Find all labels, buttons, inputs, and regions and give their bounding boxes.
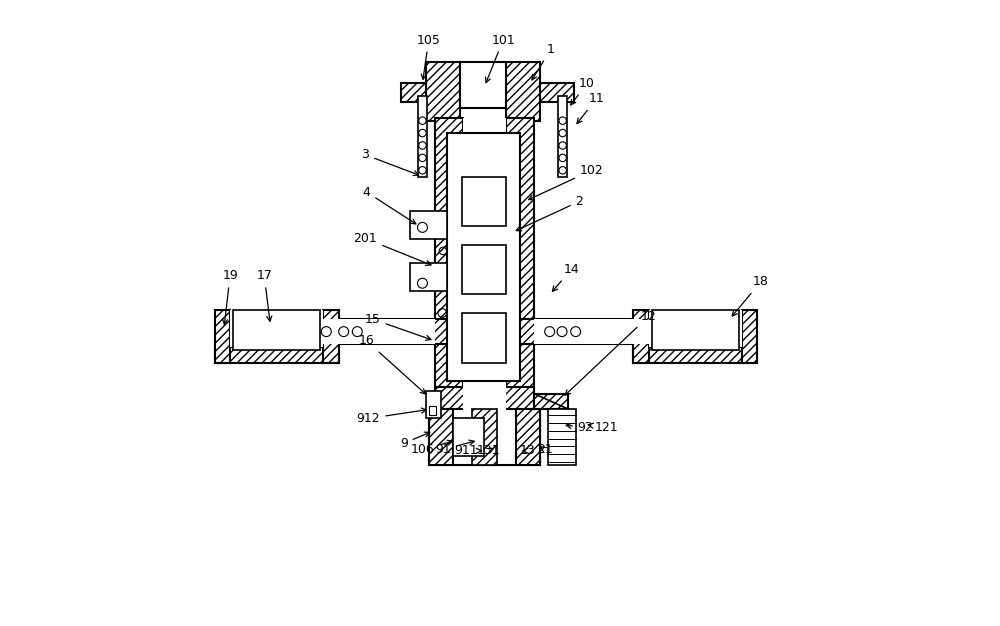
Bar [215,310,230,362]
Text: 201: 201 [353,232,431,265]
Text: 131: 131 [477,444,501,457]
Bar [418,96,427,177]
Text: 91: 91 [435,440,474,456]
Bar [215,347,339,362]
Text: 121: 121 [588,421,619,434]
Bar [453,418,484,456]
Bar [401,83,426,102]
Text: 21: 21 [537,443,553,456]
Bar [649,310,742,347]
Bar [472,409,497,465]
Bar [233,310,320,350]
Text: 911: 911 [454,444,481,457]
Bar [323,310,339,362]
Bar [462,177,506,226]
Text: 13: 13 [520,444,536,457]
Text: 106: 106 [411,440,453,456]
Text: 17: 17 [256,269,272,321]
Bar [429,409,453,465]
Bar [429,409,540,465]
Bar [462,313,506,362]
Text: 14: 14 [552,263,579,291]
Bar [426,391,441,418]
Bar [252,319,717,344]
Text: 11: 11 [577,93,604,123]
Bar [558,96,567,177]
Bar [447,133,520,381]
Bar [742,310,757,362]
Text: 16: 16 [359,334,426,394]
Text: 18: 18 [732,275,769,316]
Text: 15: 15 [365,313,431,341]
Bar [534,319,658,344]
Bar [463,387,506,413]
Text: 12: 12 [565,310,657,395]
Text: 19: 19 [222,269,238,324]
Bar [540,83,574,102]
Text: 10: 10 [571,77,595,105]
Bar [633,347,757,362]
Text: 9: 9 [400,432,430,450]
Text: 2: 2 [516,195,583,231]
Bar [516,409,540,465]
Bar [410,210,447,239]
Bar [460,62,506,108]
Text: 3: 3 [361,148,419,175]
Bar [548,409,576,465]
Bar [311,319,435,344]
Bar [230,310,323,347]
Bar [633,310,649,362]
Bar [435,387,534,413]
Bar [429,406,436,416]
Polygon shape [534,394,568,409]
Bar [410,264,447,291]
Text: 105: 105 [417,34,441,80]
Text: 1: 1 [532,43,555,80]
Text: 912: 912 [357,408,426,425]
Bar [463,118,506,394]
Text: 102: 102 [529,164,604,200]
Text: 92: 92 [566,421,593,434]
Bar [435,118,463,394]
Bar [426,62,460,121]
Text: 101: 101 [486,34,515,83]
Bar [652,310,739,350]
Bar [506,118,534,394]
Bar [506,62,540,121]
Text: 4: 4 [363,185,416,224]
Bar [462,245,506,294]
